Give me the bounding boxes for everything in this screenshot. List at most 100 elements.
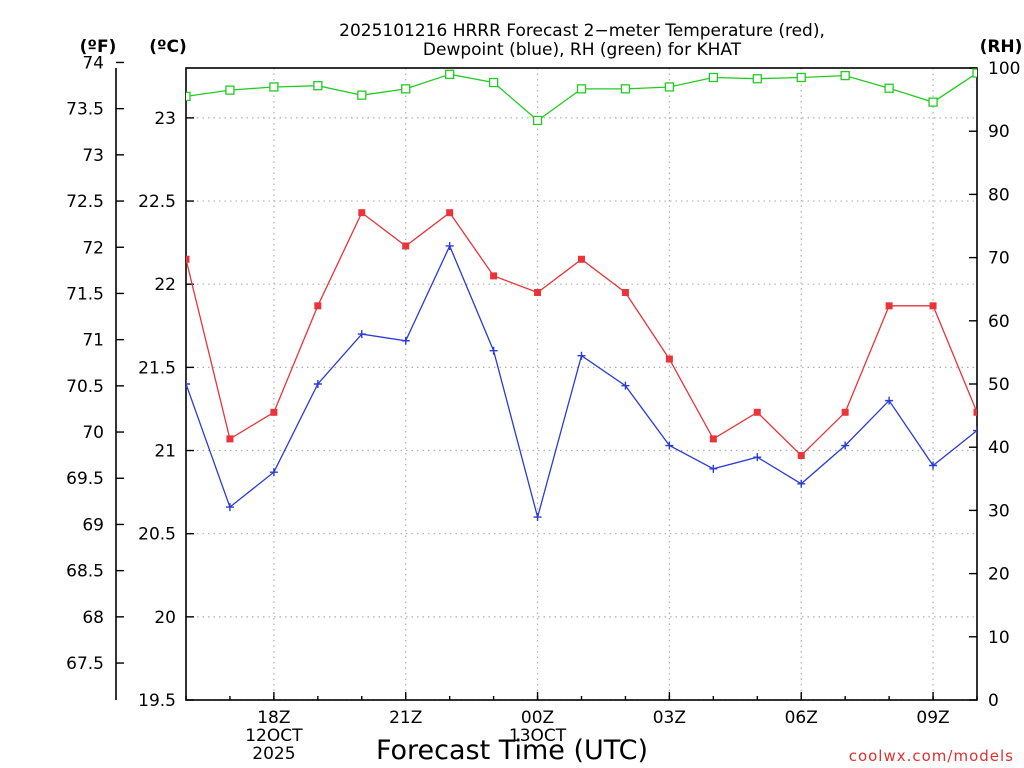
dewpoint-point [929,461,938,470]
rh-point [269,82,279,92]
rh-line [186,72,977,122]
rh-unit-label: (RH) [980,37,1023,57]
dewpoint-point [489,346,498,355]
plot-frame [185,67,978,701]
fahrenheit-tick-label: 71 [82,331,104,351]
dewpoint-point [401,336,410,345]
rh-tick-label: 60 [988,312,1010,332]
fahrenheit-tick-label: 69.5 [66,469,104,489]
rh-point [708,72,718,83]
temperature-series [186,209,1024,491]
celsius-tick-label: 20.5 [138,525,176,545]
x-tick-label: 03Z [653,708,686,728]
temperature-point [490,272,498,280]
temperature-point [753,408,761,416]
temperature-point [1017,484,1024,491]
x-tick-label: 06Z [785,708,818,728]
fahrenheit-tick-label: 72 [82,238,104,258]
dewpoint-point [753,453,762,462]
celsius-tick-label: 22 [154,275,176,295]
rh-series [186,68,977,126]
dewpoint-point [577,351,586,360]
dewpoint-series [186,241,1024,522]
fahrenheit-tick-label: 71.5 [66,284,104,304]
fahrenheit-tick-label: 73.5 [66,100,104,120]
temperature-point [841,408,849,416]
dewpoint-point [445,241,454,250]
fahrenheit-tick-label: 72.5 [66,192,104,212]
tick-marks [116,61,978,701]
rh-tick-label: 40 [988,438,1010,458]
temperature-point [578,255,585,263]
rh-tick-label: 100 [988,59,1020,79]
dewpoint-point [1017,453,1024,461]
x-axis-title: Forecast Time (UTC) [376,735,648,766]
rh-point [928,97,938,107]
rh-tick-label: 10 [988,628,1010,648]
celsius-tick-label: 21 [154,442,176,462]
dewpoint-point [797,479,806,488]
fahrenheit-tick-label: 68 [82,608,104,628]
dewpoint-point [885,396,894,405]
celsius-tick-label: 23 [154,109,176,129]
dewpoint-point [533,513,542,522]
rh-point [401,84,411,94]
fahrenheit-tick-label: 70 [82,423,104,443]
rh-tick-label: 70 [988,249,1010,269]
chart-title-line-1: 2025101216 HRRR Forecast 2−meter Tempera… [339,21,825,41]
temperature-point [402,242,410,250]
temperature-line [186,211,977,457]
dewpoint-point [313,380,322,388]
rh-tick-label: 20 [988,565,1010,585]
rh-tick-label: 30 [988,501,1010,521]
rh-point [752,74,762,84]
rh-point [972,68,977,78]
temperature-point [621,289,629,297]
x-tick-label: 13OCT [509,726,567,746]
temperature-point [709,435,717,443]
rh-tick-label: 80 [988,185,1010,205]
dewpoint-point [841,441,850,450]
fahrenheit-tick-label: 67.5 [66,654,104,674]
temperature-point [534,289,542,297]
x-tick-label: 2025 [252,744,295,764]
temperature-point [797,452,805,460]
rh-point [532,115,543,126]
rh-point [840,70,850,81]
celsius-tick-label: 20 [154,608,176,628]
fahrenheit-tick-label: 70.5 [66,377,104,397]
celsius-tick-label: 22.5 [138,192,176,212]
x-tick-label: 00Z [521,708,554,728]
data-series [186,68,1024,522]
temperature-point [358,209,366,217]
celsius-unit-label: (ºC) [149,37,187,57]
temperature-point [929,302,937,310]
rh-point [576,84,587,94]
axes [115,67,978,701]
fahrenheit-tick-label: 73 [82,146,104,166]
rh-point [488,77,499,88]
rh-point [796,72,806,83]
temperature-point [885,302,893,310]
rh-point [357,90,367,100]
temperature-point [226,435,234,443]
dewpoint-point [709,464,718,473]
x-tick-label: 21Z [389,708,422,728]
celsius-tick-label: 19.5 [138,691,176,711]
rh-tick-label: 50 [988,375,1010,395]
temperature-point [973,408,977,416]
dewpoint-line [186,244,977,520]
rh-point [313,81,323,91]
dewpoint-point [621,381,630,390]
temperature-point [186,255,190,263]
temperature-point [314,302,322,310]
x-tick-label: 09Z [916,708,949,728]
rh-point [225,85,235,95]
dewpoint-point [973,426,977,435]
rh-point [445,69,455,79]
fahrenheit-tick-label: 74 [82,53,104,73]
fahrenheit-tick-label: 68.5 [66,562,104,582]
grid-lines [186,68,977,701]
temperature-point [270,408,278,416]
